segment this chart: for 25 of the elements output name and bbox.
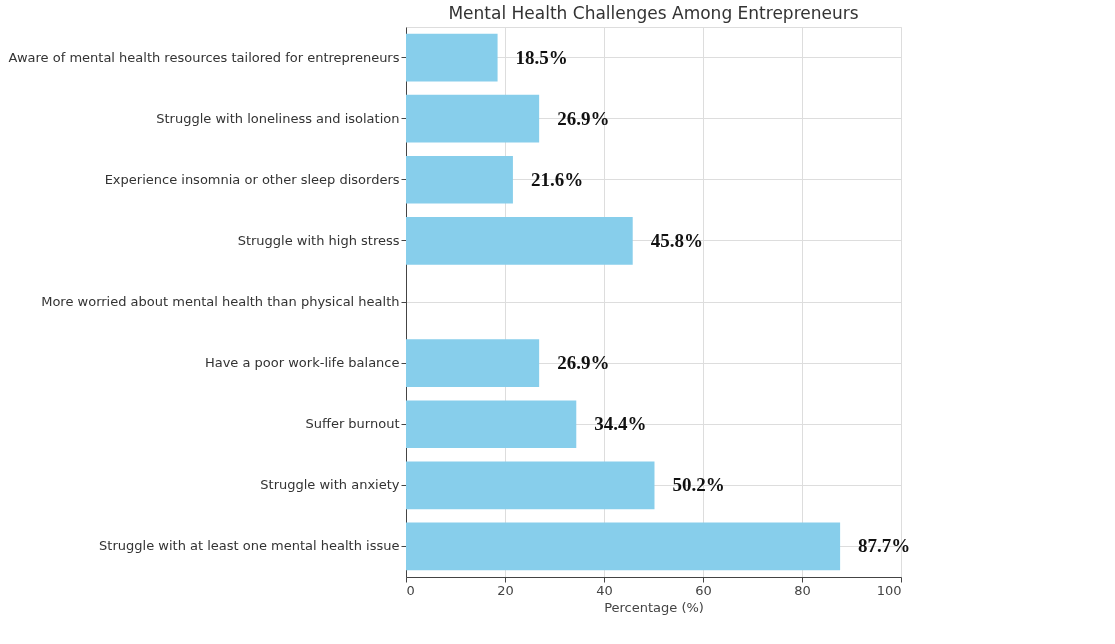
x-tick-label: 80 xyxy=(794,582,811,598)
y-tick-label: Struggle with high stress xyxy=(237,232,400,248)
x-axis-title: Percentage (%) xyxy=(604,599,704,615)
data-label: 34.4% xyxy=(594,413,647,435)
y-tick-label: Experience insomnia or other sleep disorders xyxy=(104,171,400,187)
x-tick-label: 60 xyxy=(695,582,712,598)
y-tick-label: Have a poor work-life balance xyxy=(204,355,400,371)
x-tick-label: 100 xyxy=(876,582,902,598)
y-tick-label: Struggle with loneliness and isolation xyxy=(156,110,400,126)
y-tick-label: Aware of mental health resources tailored for entrepreneurs xyxy=(8,49,400,65)
x-tick-label: 40 xyxy=(596,582,613,598)
x-tick-label: 0 xyxy=(406,582,415,598)
y-tick-label: More worried about mental health than physical health xyxy=(41,294,400,309)
data-label: 18.5% xyxy=(515,46,568,68)
y-tick-label: Struggle with at least one mental health issue xyxy=(99,538,400,554)
chart-title: Mental Health Challenges Among Entrepreneurs xyxy=(448,3,859,23)
data-label: 26.9% xyxy=(557,107,610,129)
data-label: 87.7% xyxy=(858,535,911,557)
y-tick-label: Struggle with anxiety xyxy=(260,477,400,493)
x-tick-label: 20 xyxy=(497,582,514,598)
data-label: 45.8% xyxy=(650,229,703,251)
data-label: 26.9% xyxy=(557,352,610,374)
data-label: 21.6% xyxy=(530,168,584,190)
data-label: 50.2% xyxy=(672,474,725,496)
y-tick-label: Suffer burnout xyxy=(305,416,400,432)
